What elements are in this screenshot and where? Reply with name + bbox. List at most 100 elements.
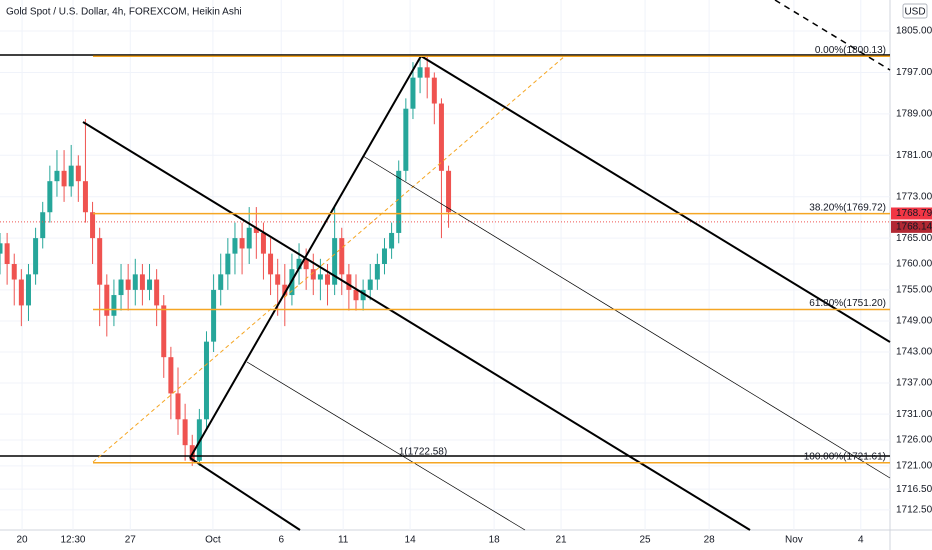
x-tick-label: 11 bbox=[338, 535, 349, 546]
candle-body bbox=[125, 279, 131, 290]
currency[interactable]: USD bbox=[904, 7, 925, 18]
candle-body bbox=[253, 227, 259, 233]
candle-body bbox=[310, 269, 316, 280]
fib-label: 0.00%(1800.13) bbox=[815, 45, 886, 56]
x-tick-label: 14 bbox=[405, 535, 417, 546]
candle-body bbox=[25, 274, 31, 306]
y-tick-label: 1712.50 bbox=[896, 505, 932, 516]
candle-body bbox=[431, 77, 437, 104]
candle-body bbox=[147, 279, 153, 290]
y-tick-label: 1789.00 bbox=[896, 109, 932, 120]
x-tick-label: 12:30 bbox=[60, 535, 85, 546]
candle-body bbox=[118, 279, 124, 296]
y-tick-label: 1765.00 bbox=[896, 233, 932, 244]
y-tick-label: 1773.00 bbox=[896, 191, 932, 202]
pitchfork-inner bbox=[362, 155, 891, 479]
dashed-line bbox=[774, 0, 891, 71]
candles bbox=[0, 0, 890, 530]
y-tick-label: 1781.00 bbox=[896, 150, 932, 161]
candle-body bbox=[446, 170, 452, 213]
candle-body bbox=[325, 274, 331, 285]
candle-body bbox=[410, 77, 416, 109]
candle-body bbox=[33, 238, 39, 275]
candle-body bbox=[438, 103, 444, 171]
candle-body bbox=[61, 170, 67, 187]
pitchfork-label: 1(1722.58) bbox=[399, 446, 447, 457]
candle-body bbox=[374, 264, 380, 280]
x-tick-label: 21 bbox=[555, 535, 567, 546]
price-box bbox=[891, 220, 932, 233]
price-box bbox=[891, 207, 932, 220]
y-tick-label: 1743.00 bbox=[896, 347, 932, 358]
candle-body bbox=[203, 341, 209, 420]
x-tick-label: 6 bbox=[278, 535, 284, 546]
x-tick-label: 18 bbox=[489, 535, 501, 546]
candle-body bbox=[104, 284, 110, 316]
candle-body bbox=[54, 170, 60, 182]
y-tick-label: 1737.00 bbox=[896, 378, 932, 389]
y-tick-label: 1755.00 bbox=[896, 285, 932, 296]
y-tick-label: 1731.00 bbox=[896, 409, 932, 420]
currency-box[interactable] bbox=[902, 3, 928, 19]
candle-body bbox=[40, 212, 46, 239]
x-tick-label: 27 bbox=[125, 535, 137, 546]
candle-body bbox=[75, 165, 81, 182]
candle-body bbox=[168, 357, 174, 394]
candle-body bbox=[154, 279, 160, 306]
candle-body bbox=[396, 170, 402, 233]
candle-body bbox=[424, 67, 430, 78]
fib-trend-line bbox=[92, 55, 566, 463]
candle-body bbox=[303, 258, 309, 270]
y-tick-label: 1760.00 bbox=[896, 259, 932, 270]
candle-body bbox=[90, 212, 96, 239]
candle-body bbox=[161, 305, 167, 358]
candle-body bbox=[360, 289, 366, 301]
candle-body bbox=[97, 238, 103, 285]
candle-body bbox=[296, 258, 302, 270]
x-tick-label: Oct bbox=[205, 535, 221, 546]
x-tick-label: 25 bbox=[640, 535, 652, 546]
y-tick-label: 1805.00 bbox=[896, 26, 932, 37]
candle-body bbox=[332, 238, 338, 285]
candle-body bbox=[68, 165, 74, 187]
candle-body bbox=[417, 67, 423, 78]
pitchfork-inner bbox=[246, 361, 526, 531]
candle-body bbox=[11, 264, 17, 280]
y-tick-label: 1726.00 bbox=[896, 435, 932, 446]
candle-body bbox=[353, 289, 359, 301]
x-tick-label: 20 bbox=[17, 535, 29, 546]
candle-body bbox=[317, 274, 323, 280]
candle-body bbox=[275, 274, 281, 285]
candle-body bbox=[403, 108, 409, 171]
candle-body bbox=[339, 238, 345, 275]
candle-body bbox=[218, 274, 224, 290]
candle-body bbox=[175, 393, 181, 420]
candle-body bbox=[132, 274, 138, 290]
y-tick-label: 1749.00 bbox=[896, 316, 932, 327]
candle-body bbox=[4, 243, 10, 264]
candle-body bbox=[211, 289, 217, 342]
candle-body bbox=[232, 238, 238, 254]
fib-label: 100.00%(1721.61) bbox=[804, 451, 886, 462]
x-tick-label: Nov bbox=[785, 535, 803, 546]
fib-label: 61.80%(1751.20) bbox=[809, 298, 886, 309]
y-tick-label: 1797.00 bbox=[896, 67, 932, 78]
pitchfork-lower bbox=[189, 457, 301, 531]
candle-body bbox=[182, 419, 188, 446]
candle-body bbox=[246, 227, 252, 249]
candle-body bbox=[111, 295, 117, 316]
candle-body bbox=[239, 238, 245, 249]
candle-body bbox=[18, 279, 24, 306]
candle-body bbox=[0, 243, 3, 254]
candle-body bbox=[82, 181, 88, 213]
candle-body bbox=[389, 232, 395, 249]
y-tick-label: 1716.50 bbox=[896, 484, 932, 495]
candle-body bbox=[268, 253, 274, 275]
y-tick-label: 1721.00 bbox=[896, 461, 932, 472]
price-label: 1768.14 bbox=[896, 222, 932, 233]
candle-body bbox=[260, 232, 266, 254]
fib-label: 38.20%(1769.72) bbox=[809, 202, 886, 213]
